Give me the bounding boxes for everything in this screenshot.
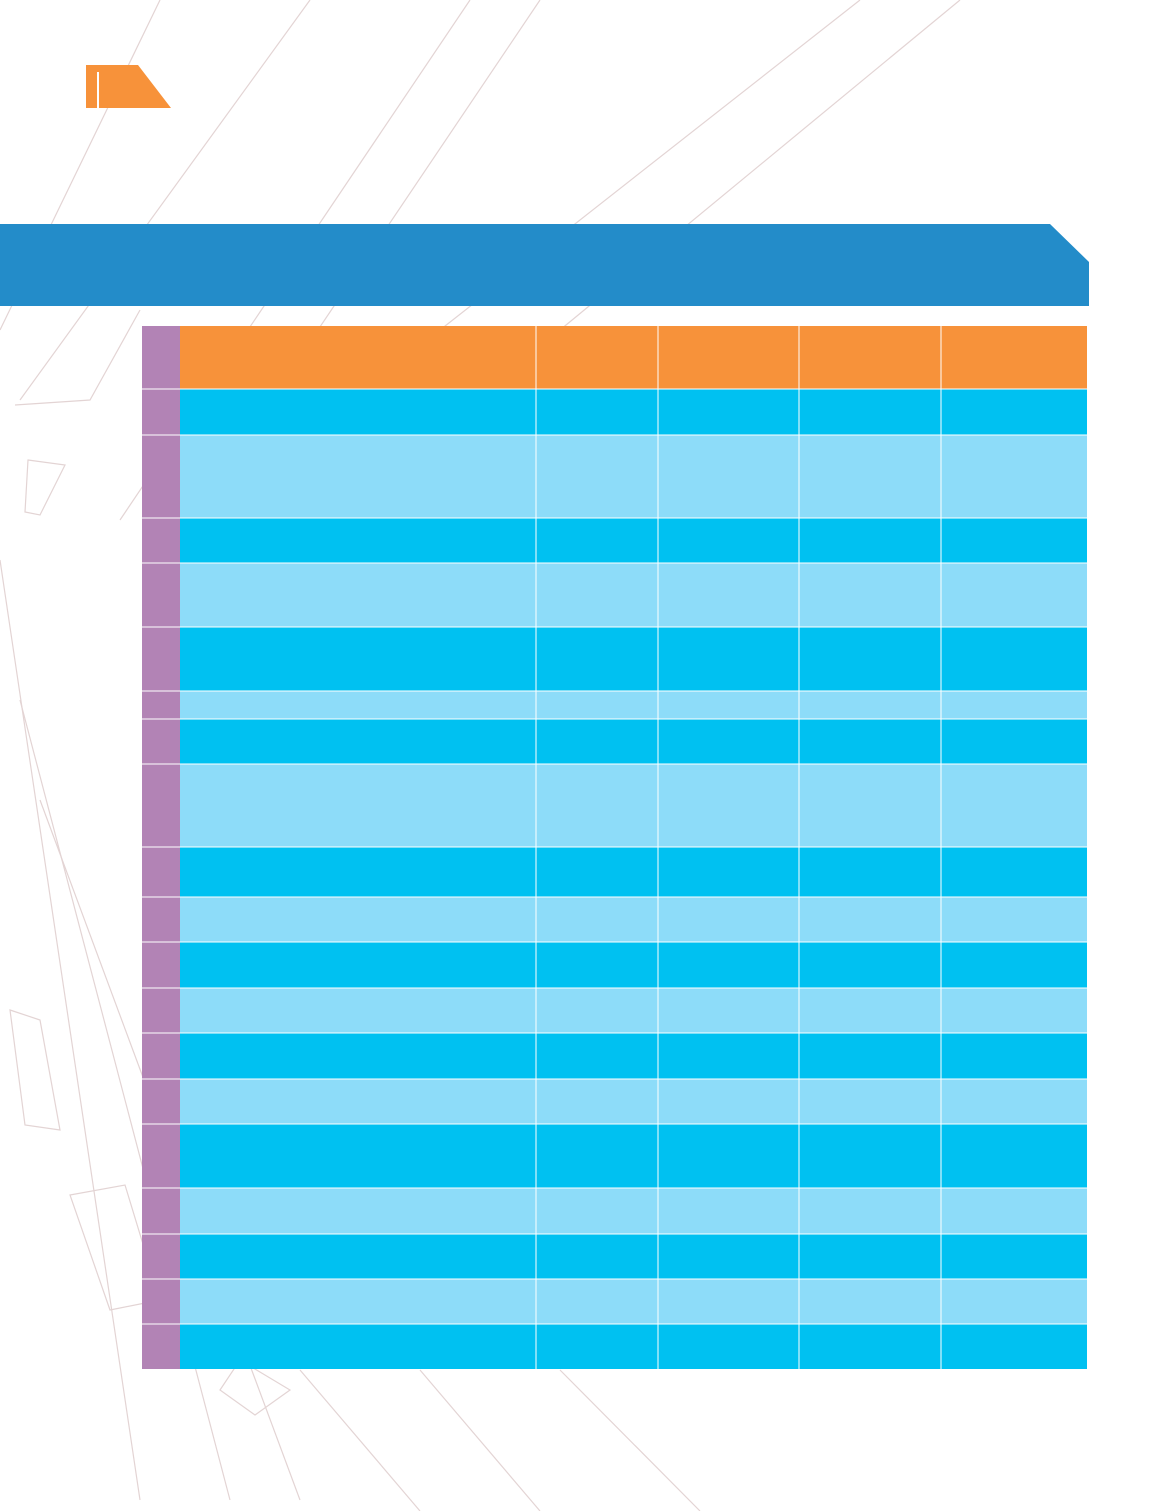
row-index-cell [142, 764, 180, 847]
row-index-cell [142, 1188, 180, 1234]
row-index-cell [142, 1234, 180, 1279]
row-index-cell [142, 1079, 180, 1124]
row-index-cell [142, 1033, 180, 1079]
table-row [180, 1124, 1087, 1188]
row-index-cell [142, 988, 180, 1033]
table-row [180, 988, 1087, 1033]
row-index-cell [142, 435, 180, 518]
row-index-cell [142, 1324, 180, 1369]
table-row [180, 1079, 1087, 1124]
table-row [180, 389, 1087, 435]
deco-line [0, 559, 141, 1501]
table-row [180, 1188, 1087, 1234]
table-row [180, 435, 1087, 518]
background-lines [0, 0, 961, 1511]
table-row [180, 764, 1087, 847]
table-row [180, 847, 1087, 897]
deco-line [19, 0, 311, 401]
table-row [180, 1234, 1087, 1279]
deco-shape [219, 1359, 292, 1416]
title-banner [0, 224, 1089, 306]
table-row [180, 942, 1087, 988]
deco-shape [9, 1009, 61, 1131]
table [142, 326, 1087, 1369]
row-index-cell [142, 518, 180, 563]
table-row [180, 518, 1087, 563]
table-row [180, 1324, 1087, 1369]
tab-shape [86, 65, 171, 108]
deco-shape [24, 459, 66, 516]
row-index-cell [142, 942, 180, 988]
table-row [180, 719, 1087, 764]
header-row [180, 326, 1087, 389]
table-row [180, 1279, 1087, 1324]
table-row [180, 563, 1087, 627]
deco-line [299, 1369, 421, 1511]
row-index-cell [142, 389, 180, 435]
row-index-cell [142, 627, 180, 691]
row-index-cell [142, 897, 180, 942]
row-index-cell [142, 691, 180, 719]
row-index-cell [142, 326, 180, 389]
row-index-cell [142, 1124, 180, 1188]
section-tab [86, 65, 171, 108]
row-index-cell [142, 1279, 180, 1324]
deco-line [559, 1369, 701, 1511]
table-row [180, 691, 1087, 719]
table-row [180, 627, 1087, 691]
deco-line [419, 1369, 541, 1511]
deco-line [14, 309, 141, 406]
row-index-cell [142, 719, 180, 764]
table-row [180, 897, 1087, 942]
row-index-cell [142, 847, 180, 897]
table-row [180, 1033, 1087, 1079]
row-index-cell [142, 563, 180, 627]
